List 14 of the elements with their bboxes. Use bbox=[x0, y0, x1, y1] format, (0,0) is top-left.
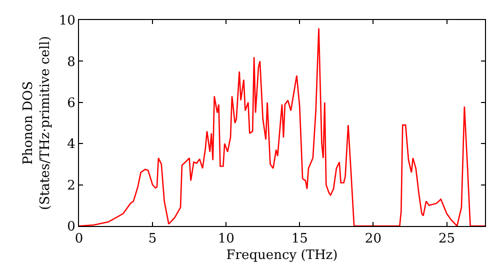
x-tick-label: 25 bbox=[438, 232, 456, 247]
y-tick-label: 0 bbox=[67, 220, 76, 235]
x-tick-label: 5 bbox=[148, 232, 157, 247]
y-tick-label: 8 bbox=[67, 54, 76, 70]
y-tick-label: 4 bbox=[67, 137, 76, 152]
y-tick-label: 10 bbox=[58, 14, 76, 29]
y-tick-label: 2 bbox=[67, 178, 76, 194]
y-axis-title: Phonon DOS (States/THz·primitive cell) bbox=[20, 36, 53, 210]
line-series bbox=[79, 28, 485, 226]
y-tick-label: 6 bbox=[67, 96, 76, 111]
x-tick-label: 10 bbox=[218, 232, 234, 247]
x-tick-label: 20 bbox=[364, 232, 382, 247]
x-axis-title: Frequency (THz) bbox=[226, 248, 338, 264]
x-tick-label: 15 bbox=[291, 232, 308, 247]
